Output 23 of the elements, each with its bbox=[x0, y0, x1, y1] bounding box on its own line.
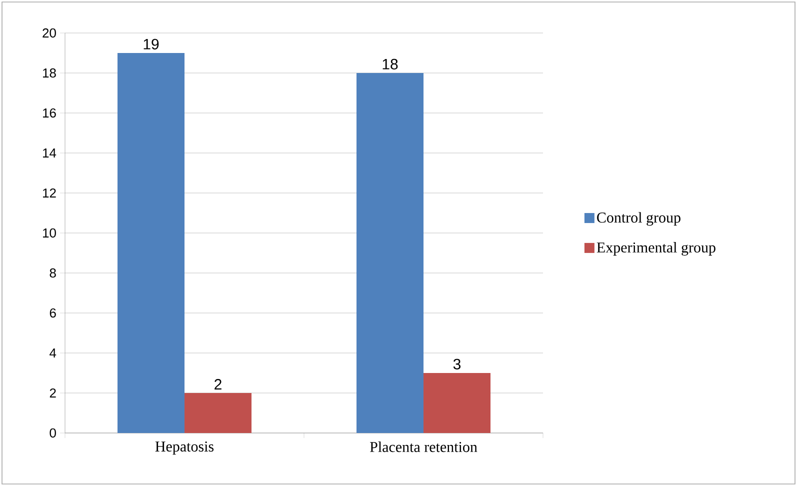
y-tick-label: 12 bbox=[43, 188, 56, 198]
y-tick-label: 16 bbox=[43, 108, 56, 118]
y-tick-label: 6 bbox=[50, 308, 56, 318]
legend-label: Control group bbox=[597, 212, 680, 226]
bar bbox=[184, 392, 252, 433]
data-label: 19 bbox=[144, 38, 159, 50]
y-tick-label: 20 bbox=[42, 28, 56, 38]
x-tick-label: Placenta retention bbox=[370, 442, 478, 452]
data-label: 18 bbox=[382, 58, 398, 70]
x-tick-label: Hepatosis bbox=[155, 442, 214, 455]
bar bbox=[424, 372, 491, 433]
data-label: 3 bbox=[453, 358, 461, 370]
y-tick-label: 10 bbox=[43, 228, 56, 238]
legend-label: Experimental group bbox=[596, 242, 716, 256]
y-tick-label: 14 bbox=[43, 148, 56, 158]
y-tick-label: 0 bbox=[50, 428, 56, 438]
y-tick-label: 4 bbox=[50, 348, 56, 358]
y-tick-label: 8 bbox=[50, 268, 56, 278]
y-tick-label: 18 bbox=[43, 68, 56, 78]
bar bbox=[356, 72, 424, 433]
y-tick-label: 2 bbox=[50, 388, 56, 398]
data-label: 2 bbox=[214, 378, 222, 390]
bar bbox=[118, 52, 185, 433]
